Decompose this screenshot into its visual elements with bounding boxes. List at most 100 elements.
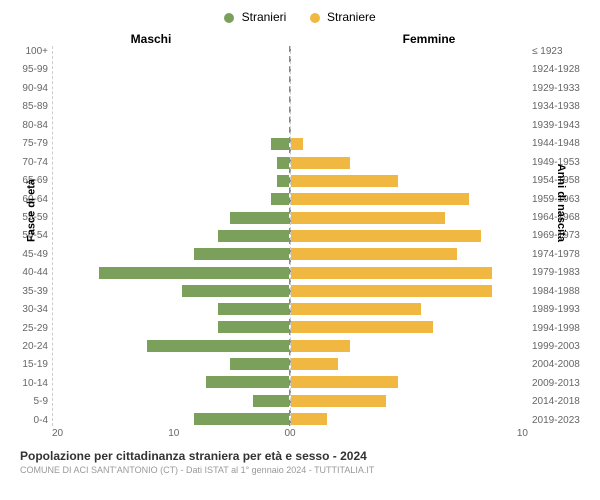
bar-male bbox=[194, 413, 289, 425]
bar-male bbox=[206, 376, 289, 388]
bar-row-female bbox=[291, 302, 528, 316]
age-tick: 100+ bbox=[10, 46, 48, 57]
bar-female bbox=[291, 303, 421, 315]
legend-male-label: Stranieri bbox=[242, 10, 287, 24]
age-tick: 90-94 bbox=[10, 83, 48, 94]
age-tick: 75-79 bbox=[10, 138, 48, 149]
bar-row-male bbox=[52, 64, 289, 78]
bar-male bbox=[277, 175, 289, 187]
bar-male bbox=[194, 248, 289, 260]
bar-male bbox=[230, 212, 289, 224]
birth-tick: 1944-1948 bbox=[532, 138, 590, 149]
bar-row-female bbox=[291, 101, 528, 115]
bar-row-male bbox=[52, 266, 289, 280]
bar-male bbox=[99, 267, 289, 279]
age-tick: 5-9 bbox=[10, 396, 48, 407]
bar-female bbox=[291, 175, 398, 187]
bar-row-female bbox=[291, 211, 528, 225]
footer: Popolazione per cittadinanza straniera p… bbox=[10, 449, 590, 475]
age-tick: 25-29 bbox=[10, 323, 48, 334]
age-tick: 45-49 bbox=[10, 249, 48, 260]
x-axis-right: 010 bbox=[290, 428, 528, 439]
bar-row-female bbox=[291, 64, 528, 78]
x-axis: 20100 010 bbox=[52, 428, 528, 439]
bar-female bbox=[291, 230, 481, 242]
bar-row-female bbox=[291, 375, 528, 389]
birth-tick: ≤ 1923 bbox=[532, 46, 590, 57]
x-tick: 10 bbox=[517, 428, 528, 439]
bar-row-female bbox=[291, 266, 528, 280]
age-tick: 10-14 bbox=[10, 378, 48, 389]
bar-row-male bbox=[52, 339, 289, 353]
bar-row-male bbox=[52, 83, 289, 97]
bar-row-male bbox=[52, 101, 289, 115]
chart-title: Popolazione per cittadinanza straniera p… bbox=[20, 449, 590, 463]
bar-female bbox=[291, 321, 433, 333]
circle-icon bbox=[224, 13, 234, 23]
bar-female bbox=[291, 248, 457, 260]
header-female: Femmine bbox=[290, 32, 528, 46]
legend: Stranieri Straniere bbox=[10, 10, 590, 24]
birth-tick: 1924-1928 bbox=[532, 64, 590, 75]
birth-tick: 2004-2008 bbox=[532, 359, 590, 370]
bar-row-male bbox=[52, 137, 289, 151]
bar-row-male bbox=[52, 412, 289, 426]
bar-row-male bbox=[52, 192, 289, 206]
bar-male bbox=[218, 321, 289, 333]
bar-row-female bbox=[291, 156, 528, 170]
bar-row-female bbox=[291, 192, 528, 206]
bar-female bbox=[291, 358, 338, 370]
bar-female bbox=[291, 376, 398, 388]
bar-row-male bbox=[52, 211, 289, 225]
bar-male bbox=[271, 138, 289, 150]
chart-container: Stranieri Straniere Maschi Femmine Fasce… bbox=[0, 0, 600, 500]
birth-tick: 1994-1998 bbox=[532, 323, 590, 334]
bar-row-female bbox=[291, 119, 528, 133]
y-axis-right-label: Anni di nascita bbox=[555, 164, 567, 242]
age-tick: 85-89 bbox=[10, 101, 48, 112]
bar-female bbox=[291, 413, 327, 425]
bar-row-female bbox=[291, 247, 528, 261]
bar-row-male bbox=[52, 156, 289, 170]
bar-row-male bbox=[52, 247, 289, 261]
legend-female: Straniere bbox=[310, 10, 376, 24]
bar-row-female bbox=[291, 46, 528, 60]
bar-row-male bbox=[52, 394, 289, 408]
age-tick: 70-74 bbox=[10, 157, 48, 168]
bar-row-male bbox=[52, 357, 289, 371]
bar-female bbox=[291, 212, 445, 224]
bar-row-female bbox=[291, 357, 528, 371]
bar-row-female bbox=[291, 229, 528, 243]
birth-tick: 1999-2003 bbox=[532, 341, 590, 352]
birth-tick: 1989-1993 bbox=[532, 304, 590, 315]
bar-male bbox=[271, 193, 289, 205]
bar-female bbox=[291, 340, 350, 352]
bar-row-female bbox=[291, 83, 528, 97]
bars-male bbox=[52, 46, 291, 426]
bar-male bbox=[277, 157, 289, 169]
age-tick: 30-34 bbox=[10, 304, 48, 315]
x-tick: 10 bbox=[168, 428, 179, 439]
chart-area: Fasce di età 100+95-9990-9485-8980-8475-… bbox=[10, 46, 590, 426]
age-tick: 80-84 bbox=[10, 120, 48, 131]
bars-container bbox=[52, 46, 528, 426]
bar-female bbox=[291, 395, 386, 407]
column-headers: Maschi Femmine bbox=[10, 32, 590, 46]
x-axis-left: 20100 bbox=[52, 428, 290, 439]
bar-row-female bbox=[291, 320, 528, 334]
bar-female bbox=[291, 267, 492, 279]
legend-female-label: Straniere bbox=[327, 10, 376, 24]
bar-row-female bbox=[291, 174, 528, 188]
birth-tick: 2009-2013 bbox=[532, 378, 590, 389]
bar-male bbox=[147, 340, 289, 352]
bar-row-male bbox=[52, 284, 289, 298]
bar-female bbox=[291, 193, 469, 205]
bar-row-female bbox=[291, 284, 528, 298]
birth-tick: 1974-1978 bbox=[532, 249, 590, 260]
bar-row-male bbox=[52, 174, 289, 188]
bar-male bbox=[218, 303, 289, 315]
chart-subtitle: COMUNE DI ACI SANT'ANTONIO (CT) - Dati I… bbox=[20, 465, 590, 475]
bar-row-female bbox=[291, 339, 528, 353]
birth-tick: 1984-1988 bbox=[532, 286, 590, 297]
bar-male bbox=[230, 358, 289, 370]
